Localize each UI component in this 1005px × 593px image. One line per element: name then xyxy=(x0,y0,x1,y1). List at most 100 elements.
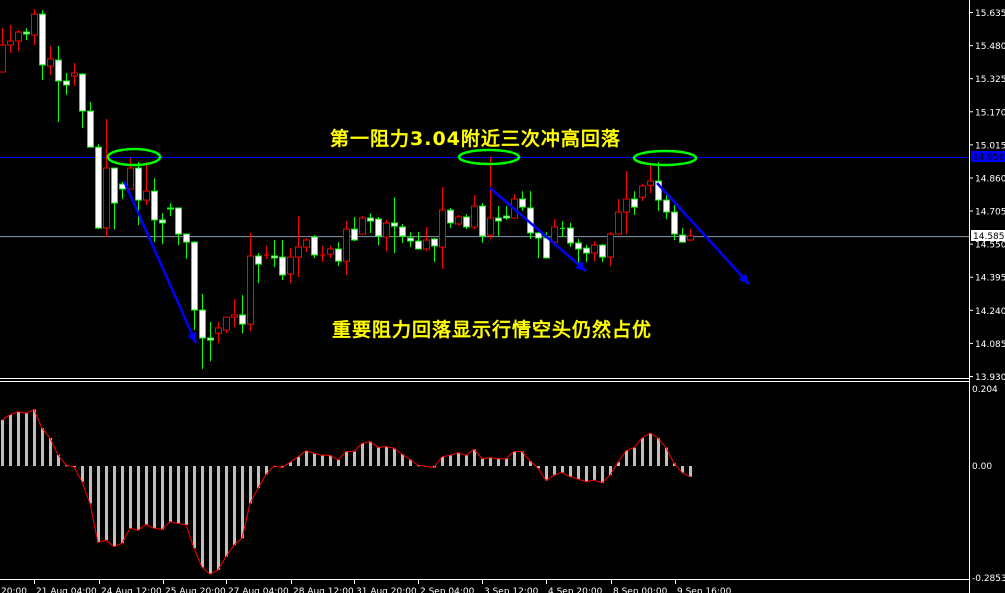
candle-body xyxy=(567,227,574,244)
candle xyxy=(55,45,62,122)
candle-body xyxy=(631,198,638,208)
candle-body xyxy=(303,239,310,248)
histogram-bar xyxy=(617,462,620,466)
histogram-bar xyxy=(329,455,332,466)
candle xyxy=(407,232,414,248)
candle-body xyxy=(95,146,102,229)
arrow-head-icon xyxy=(738,273,749,284)
candle-body xyxy=(615,211,622,235)
candle-body xyxy=(191,241,198,311)
oscillator-axis-labels: 0.204 0.00 -0.2853 xyxy=(972,385,1005,584)
resistance-ellipse-3[interactable] xyxy=(632,149,698,167)
candle xyxy=(535,232,542,258)
candle-body xyxy=(255,255,262,265)
histogram-bar xyxy=(497,458,500,466)
histogram-bar xyxy=(169,466,172,522)
histogram-bar xyxy=(353,451,356,466)
down-arrow-3[interactable] xyxy=(656,182,750,285)
candle-body xyxy=(287,256,294,275)
histogram-bar xyxy=(137,466,140,531)
histogram-bar xyxy=(657,438,660,466)
histogram-bar xyxy=(33,409,36,466)
candle xyxy=(631,191,638,216)
candle-body xyxy=(167,207,174,210)
candle-body xyxy=(535,232,542,239)
candle-body xyxy=(447,209,454,224)
arrow-shaft xyxy=(656,182,750,285)
candle xyxy=(264,245,269,260)
candle-body xyxy=(223,316,230,331)
candle-body xyxy=(423,239,430,250)
histogram-bar xyxy=(649,433,652,466)
candle xyxy=(0,28,6,73)
candle xyxy=(103,118,110,238)
histogram-bar xyxy=(377,447,380,466)
candle xyxy=(567,222,574,248)
histogram-bar xyxy=(393,448,396,466)
candle xyxy=(175,207,182,246)
candle-body xyxy=(647,180,654,186)
candle-body xyxy=(639,185,646,198)
candle xyxy=(183,233,190,260)
histogram-bar xyxy=(473,449,476,466)
time-label: 28 Aug 12:00 xyxy=(293,587,354,593)
histogram-bar xyxy=(217,466,220,570)
candle-body xyxy=(15,31,22,42)
time-label: 24 Aug 12:00 xyxy=(101,587,162,593)
time-label: 4 Sep 20:00 xyxy=(548,587,603,593)
histogram-bar xyxy=(113,466,116,547)
candle-body xyxy=(463,216,470,228)
candle xyxy=(359,216,366,235)
histogram-bar xyxy=(593,466,596,481)
down-arrow-1[interactable] xyxy=(122,180,198,344)
time-label: 3 Sep 12:00 xyxy=(484,587,539,593)
candle xyxy=(23,28,30,40)
candle-body xyxy=(487,217,494,236)
candle xyxy=(223,316,230,334)
histogram-bar xyxy=(209,466,212,575)
candle-body xyxy=(311,236,318,256)
candle xyxy=(15,30,22,52)
histogram-bar xyxy=(313,453,316,466)
histogram-bar xyxy=(129,466,132,529)
oscillator-label: -0.2853 xyxy=(972,574,1005,584)
resistance-ellipse-1[interactable] xyxy=(106,147,162,167)
resistance-ellipse-2[interactable] xyxy=(457,148,521,166)
price-label: 14.395 xyxy=(975,274,1005,284)
candle xyxy=(463,213,470,230)
candle xyxy=(327,245,334,258)
histogram-bar xyxy=(689,466,692,477)
histogram-bar xyxy=(145,466,148,525)
histogram-bar xyxy=(633,447,636,466)
candle xyxy=(447,207,454,229)
candle-body xyxy=(175,207,182,235)
candle-body xyxy=(0,44,6,73)
price-panel[interactable] xyxy=(0,156,969,238)
histogram-bar xyxy=(537,466,540,469)
candle xyxy=(679,228,686,243)
histogram-bar xyxy=(553,466,556,476)
histogram-bar xyxy=(321,455,324,466)
oscillator-histogram xyxy=(1,409,692,575)
candle xyxy=(311,235,318,258)
histogram-bar xyxy=(9,414,12,466)
price-label: 15.170 xyxy=(975,108,1005,118)
candle-body xyxy=(407,237,414,242)
candle xyxy=(111,167,118,230)
histogram-bar xyxy=(105,466,108,541)
price-label: 14.550 xyxy=(975,241,1005,251)
candle xyxy=(231,299,238,328)
down-arrow-2[interactable] xyxy=(489,187,587,272)
arrow-shaft xyxy=(122,180,198,344)
chart-drawings[interactable] xyxy=(106,147,750,344)
candle xyxy=(599,244,606,262)
candle xyxy=(215,321,222,344)
candle-body xyxy=(151,190,158,221)
time-label: 21 Aug 04:00 xyxy=(36,587,97,593)
candle xyxy=(519,191,526,211)
histogram-bar xyxy=(265,466,268,475)
candle-body xyxy=(231,314,238,318)
current-price-label: 14.585 xyxy=(973,232,1005,242)
